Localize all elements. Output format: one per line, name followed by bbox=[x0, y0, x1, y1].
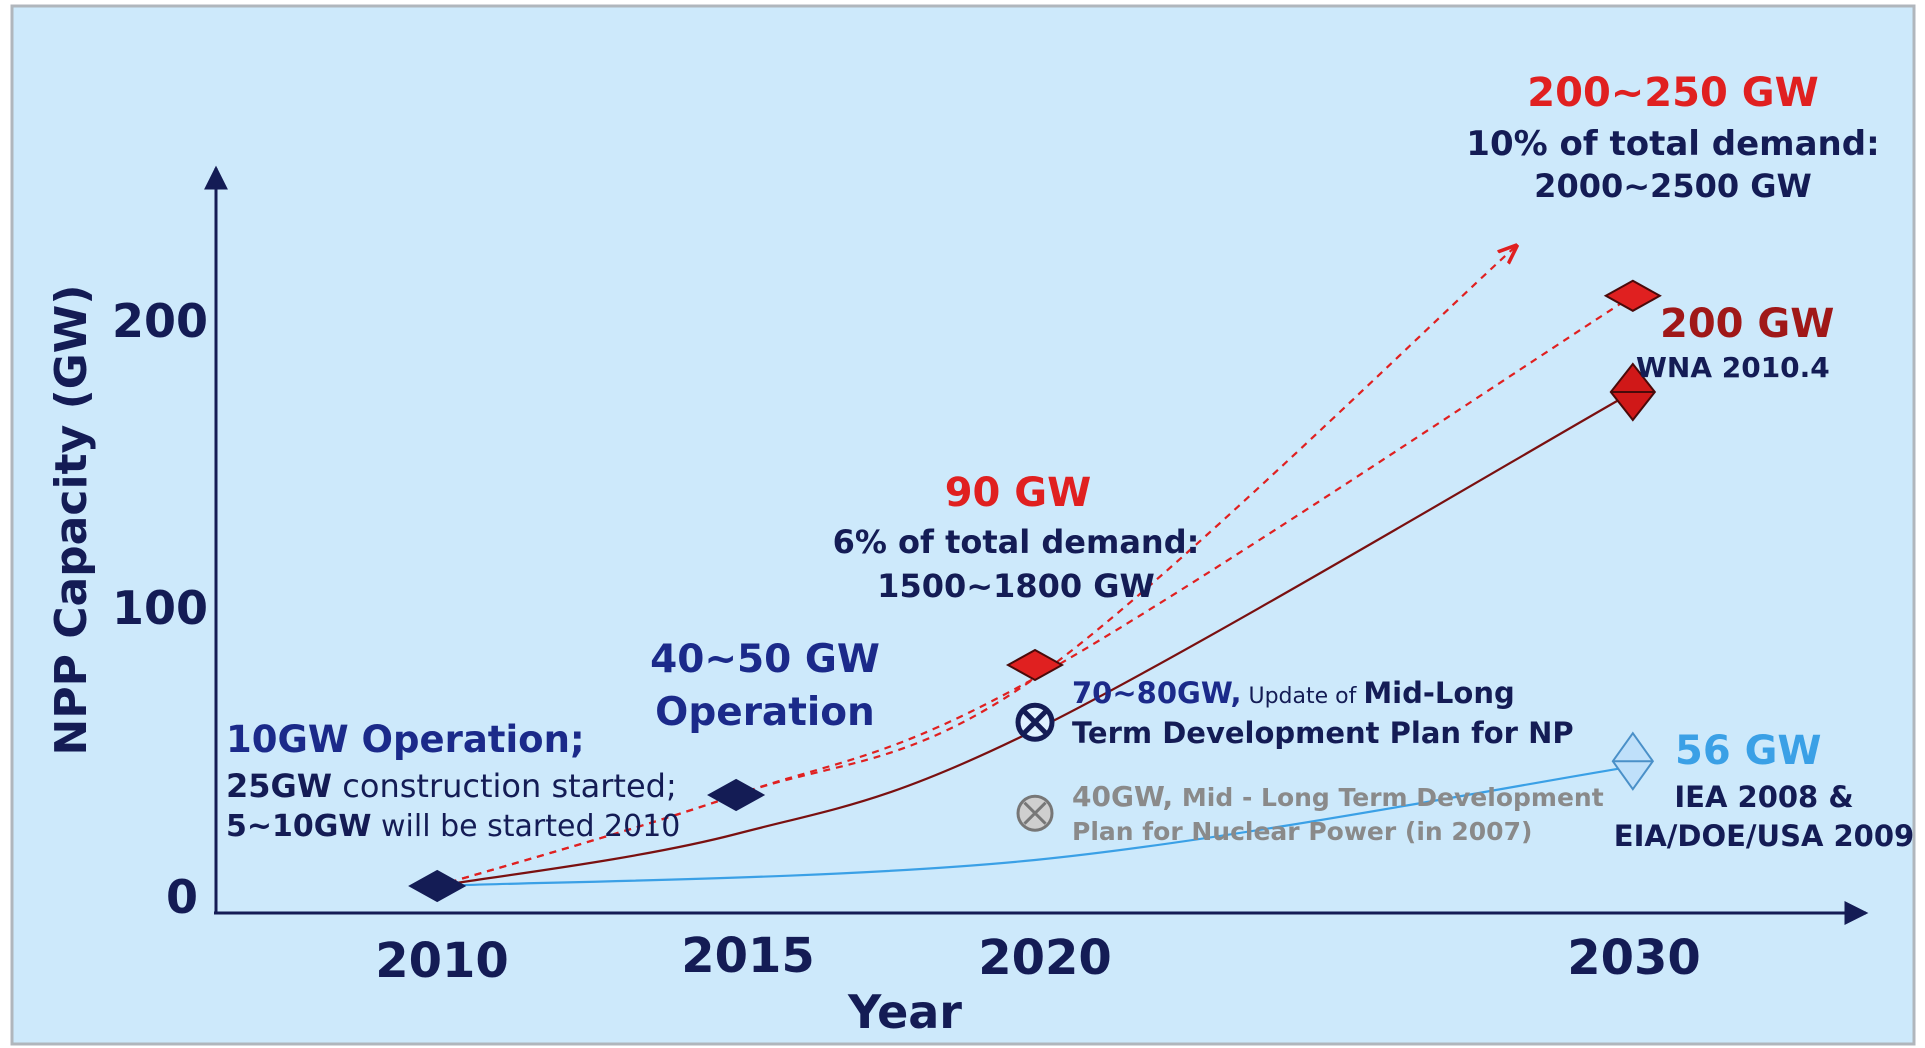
x-tick-label: 2010 bbox=[375, 933, 509, 989]
annotation-2020-update-bold: 70~80GW, bbox=[1072, 676, 1241, 710]
annotation-2020-update-line1: 70~80GW, Update of Mid-Long bbox=[1072, 676, 1515, 710]
annotation-2020-old-plan-line1: 40GW, Mid - Long Term Development bbox=[1072, 780, 1604, 813]
annotation-2010-line2: 25GW construction started; bbox=[226, 767, 677, 805]
data-marker-diamond bbox=[1005, 648, 1065, 682]
annotation-2010-line3-bold: 5~10GW bbox=[226, 809, 371, 844]
annotation-2010-line2-rest: construction started; bbox=[332, 767, 677, 805]
annotation-2020-forecast: 90 GW 6% of total demand: 1500~1800 GW bbox=[833, 470, 1200, 605]
annotation-2020-update-line2: Term Development Plan for NP bbox=[1072, 716, 1574, 750]
annotation-2010-title: 10GW Operation; bbox=[226, 718, 585, 761]
y-tick-label: 100 bbox=[112, 581, 208, 635]
annotation-2020-update: 70~80GW, Update of Mid-Long Term Develop… bbox=[1072, 676, 1574, 750]
x-tick-label: 2020 bbox=[978, 930, 1112, 986]
annotation-2015-line2: Operation bbox=[655, 690, 875, 735]
annotation-2030-wna-sub: WNA 2010.4 bbox=[1636, 351, 1830, 384]
annotation-2010-line3-rest: will be started 2010 bbox=[371, 809, 680, 844]
data-marker-xcircle-cross bbox=[1022, 709, 1048, 735]
annotation-2010-line3: 5~10GW will be started 2010 bbox=[226, 809, 680, 844]
data-marker-diamond bbox=[707, 778, 766, 812]
annotation-2020-update-small: Update of bbox=[1241, 684, 1363, 709]
annotation-2030-iea-line1: IEA 2008 & bbox=[1674, 780, 1853, 814]
series-line-iea bbox=[437, 765, 1633, 888]
y-tick-label: 0 bbox=[166, 870, 198, 924]
annotation-2020-old-plan-rest: Mid - Long Term Development bbox=[1173, 783, 1604, 812]
annotation-2020-update-rest: Mid-Long bbox=[1363, 676, 1514, 710]
annotation-2020-old-plan-bold: 40GW, bbox=[1072, 780, 1173, 813]
y-tick-label: 200 bbox=[112, 294, 208, 348]
annotation-2010-line2-bold: 25GW bbox=[226, 767, 332, 805]
annotation-2030-iea-head: 56 GW bbox=[1675, 728, 1822, 774]
annotation-2030-iea-line2: EIA/DOE/USA 2009 bbox=[1614, 819, 1914, 853]
x-tick-label: 2015 bbox=[681, 928, 815, 984]
annotation-2020-old-plan: 40GW, Mid - Long Term Development Plan f… bbox=[1072, 780, 1604, 846]
data-marker-xcircle-cross bbox=[1023, 801, 1047, 825]
annotation-2020-line2: 1500~1800 GW bbox=[877, 567, 1155, 605]
series-line-wna bbox=[437, 391, 1634, 888]
annotation-2015-line1: 40~50 GW bbox=[650, 637, 880, 682]
annotation-2020-head: 90 GW bbox=[945, 470, 1092, 516]
series-line-forecast-arrow bbox=[436, 247, 1515, 888]
annotation-2030-iea: 56 GW IEA 2008 & EIA/DOE/USA 2009 bbox=[1614, 728, 1914, 853]
annotation-2030-forecast: 200~250 GW 10% of total demand: 2000~250… bbox=[1466, 70, 1879, 205]
annotation-2030-line1: 10% of total demand: bbox=[1466, 124, 1879, 164]
chart-frame bbox=[10, 4, 1916, 1046]
annotation-2030-wna-head: 200 GW bbox=[1660, 301, 1834, 347]
x-tick-label: 2030 bbox=[1567, 930, 1701, 986]
y-axis-title: NPP Capacity (GW) bbox=[46, 285, 97, 756]
annotation-2015: 40~50 GW Operation bbox=[650, 637, 880, 735]
annotation-2010: 10GW Operation; 25GW construction starte… bbox=[226, 718, 680, 844]
annotation-2030-head: 200~250 GW bbox=[1527, 70, 1818, 116]
data-marker-diamond bbox=[1603, 279, 1662, 312]
annotation-2020-old-plan-line2: Plan for Nuclear Power (in 2007) bbox=[1072, 817, 1532, 846]
annotation-2030-line2: 2000~2500 GW bbox=[1534, 167, 1812, 205]
annotation-2020-line1: 6% of total demand: bbox=[833, 523, 1200, 561]
annotation-2030-wna: 200 GW WNA 2010.4 bbox=[1636, 301, 1834, 384]
data-marker-diamond bbox=[408, 869, 467, 903]
x-axis-title: Year bbox=[847, 985, 962, 1039]
